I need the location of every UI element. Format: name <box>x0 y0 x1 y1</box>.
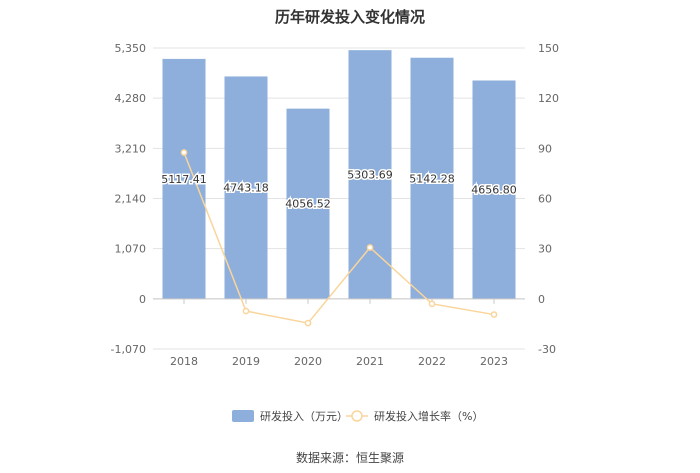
bar-data-label: 4056.52 <box>285 198 331 211</box>
growth-rate-point <box>304 319 312 327</box>
x-tick-label: 2023 <box>480 355 508 368</box>
y-right-tick-label: -30 <box>538 343 556 356</box>
growth-rate-point <box>242 307 250 315</box>
x-tick-label: 2019 <box>232 355 260 368</box>
y-left-tick-label: 0 <box>139 293 146 306</box>
x-tick-label: 2022 <box>418 355 446 368</box>
growth-rate-point <box>180 149 188 156</box>
y-left-tick-label: 4,280 <box>115 92 147 105</box>
growth-rate-line <box>183 152 495 324</box>
legend-swatch-bar <box>232 410 254 422</box>
bar <box>472 80 516 299</box>
bar-data-label: 5303.69 <box>347 169 393 182</box>
bar <box>162 58 206 299</box>
bar-data-label: 4743.18 <box>223 182 269 195</box>
legend-label-line: 研发投入增长率（%） <box>374 409 483 423</box>
legend-swatch-line-marker <box>351 410 363 422</box>
y-right-tick-label: 90 <box>538 142 552 155</box>
y-right-tick-label: 150 <box>538 42 559 55</box>
y-right-tick-label: 60 <box>538 193 552 206</box>
bar <box>410 57 454 299</box>
y-left-tick-label: 1,070 <box>115 243 147 256</box>
y-right-tick-label: 30 <box>538 243 552 256</box>
growth-rate-point <box>428 300 436 308</box>
y-left-tick-label: -1,070 <box>111 343 146 356</box>
y-right-tick-label: 120 <box>538 92 559 105</box>
bar <box>286 108 330 299</box>
bar-data-label: 5142.28 <box>409 172 455 185</box>
bar-data-label: 5117.41 <box>161 173 207 186</box>
y-left-tick-label: 2,140 <box>115 193 147 206</box>
growth-rate-point <box>490 311 498 318</box>
data-source: 数据来源：恒生聚源 <box>295 451 404 465</box>
bar-data-label: 4656.80 <box>471 184 517 197</box>
x-tick-label: 2021 <box>356 355 384 368</box>
y-left-tick-label: 3,210 <box>115 142 147 155</box>
bar <box>224 76 268 299</box>
bar <box>348 50 392 299</box>
chart-title: 历年研发投入变化情况 <box>274 8 425 26</box>
y-left-tick-label: 5,350 <box>115 42 147 55</box>
y-right-tick-label: 0 <box>538 293 545 306</box>
growth-rate-point <box>366 244 374 251</box>
x-tick-label: 2018 <box>170 355 198 368</box>
x-tick-label: 2020 <box>294 355 322 368</box>
legend-label-bar: 研发投入（万元） <box>260 409 348 423</box>
